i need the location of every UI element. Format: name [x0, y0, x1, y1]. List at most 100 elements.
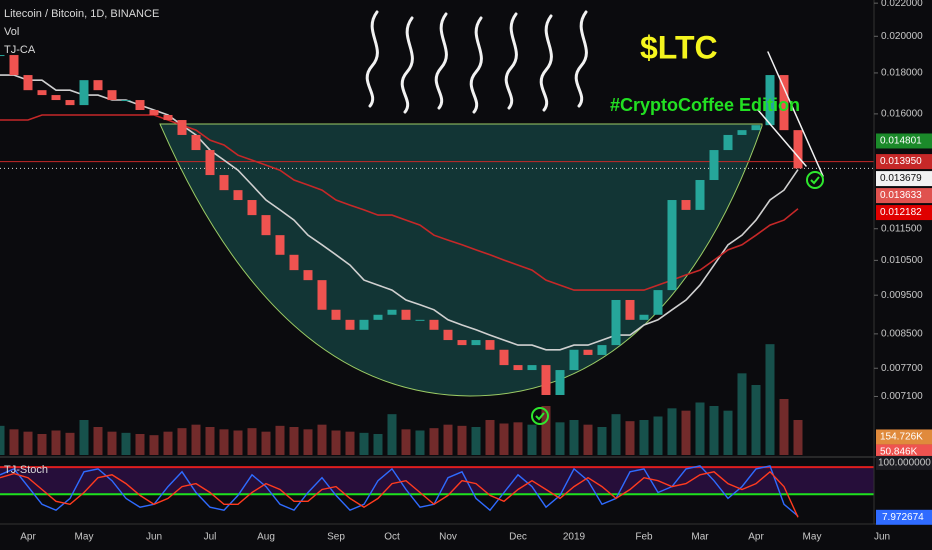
volume-bar	[597, 427, 607, 455]
candle	[471, 340, 481, 346]
annotation-ticker: $LTC	[640, 29, 718, 65]
volume-bar	[793, 420, 803, 455]
x-tick-label: Feb	[635, 532, 653, 543]
chart-title: Litecoin / Bitcoin, 1D, BINANCE	[4, 8, 159, 20]
volume-bar	[667, 408, 677, 455]
drawings	[365, 10, 824, 177]
volume-bar	[541, 406, 551, 455]
indicator-label: Vol	[4, 26, 19, 38]
price-tag	[876, 171, 932, 187]
volume-bar	[37, 434, 47, 455]
x-tick-label: Sep	[327, 532, 345, 543]
steam-squiggle	[400, 16, 414, 114]
candle	[219, 175, 229, 191]
candle	[415, 319, 425, 321]
x-tick-label: Mar	[691, 532, 709, 543]
candle	[611, 299, 621, 346]
volume-bar	[429, 428, 439, 455]
candle	[737, 130, 747, 135]
y-tick-label: 0.022000	[881, 0, 923, 9]
candle	[583, 349, 593, 355]
volume-bar	[345, 431, 355, 455]
volume-bar	[289, 427, 299, 455]
x-tick-label: Jul	[204, 532, 217, 543]
volume-bar	[709, 406, 719, 455]
steam-squiggle	[539, 14, 553, 112]
candle	[695, 180, 705, 210]
candle	[9, 55, 19, 76]
candle	[765, 75, 775, 126]
volume-bar	[275, 425, 285, 455]
candle	[331, 309, 341, 320]
volume-bar	[387, 414, 397, 455]
candle	[513, 365, 523, 371]
candle	[625, 299, 635, 320]
volume-bar	[233, 430, 243, 455]
volume-bar	[611, 414, 621, 455]
volume-bar	[751, 385, 761, 455]
candle	[0, 55, 5, 57]
volume-bar	[457, 425, 467, 455]
volume-bar	[247, 428, 257, 455]
volume-bar	[261, 431, 271, 455]
volume-bar	[23, 431, 33, 455]
volume-bar	[653, 416, 663, 455]
stoch-band	[0, 467, 874, 495]
volume-bar	[373, 434, 383, 455]
candle	[723, 134, 733, 151]
candle	[555, 370, 565, 395]
candle	[51, 95, 61, 101]
volume-bar	[485, 420, 495, 455]
indicator-label: TJ-CA	[4, 44, 36, 56]
x-tick-label: Dec	[509, 532, 527, 543]
volume-bar	[303, 429, 313, 455]
candle	[93, 80, 103, 91]
check-circle	[531, 407, 549, 425]
annotation-edition: #CryptoCoffee Edition	[610, 95, 800, 115]
candle	[667, 200, 677, 291]
candle	[709, 150, 719, 181]
volume-bar	[219, 429, 229, 455]
candle	[681, 200, 691, 210]
x-tick-label: Jun	[146, 532, 162, 543]
candle	[261, 215, 271, 236]
x-tick-label: Oct	[384, 532, 400, 543]
candle	[499, 349, 509, 366]
candle	[233, 190, 243, 201]
volume-bar	[555, 422, 565, 455]
steam-squiggle	[434, 12, 448, 110]
volume-bar	[9, 429, 19, 455]
volume-bar	[331, 430, 341, 455]
candle	[345, 319, 355, 330]
price-tag-label: 154.726K	[880, 432, 923, 443]
check-circle	[806, 171, 824, 189]
volume-bar	[51, 430, 61, 455]
volume-bar	[723, 410, 733, 455]
volume-bar	[93, 427, 103, 455]
volume-bar	[737, 373, 747, 455]
volume-bar	[695, 402, 705, 455]
stoch-tag-label: 7.972674	[882, 512, 924, 523]
candle	[177, 120, 187, 135]
volume-bar	[317, 424, 327, 455]
candle	[79, 80, 89, 106]
x-tick-label: Jun	[874, 532, 890, 543]
candle	[429, 319, 439, 330]
candle	[793, 130, 803, 169]
volume-bar	[569, 420, 579, 455]
price-tag	[876, 429, 932, 445]
candle	[401, 309, 411, 320]
volume-bar	[359, 432, 369, 455]
candle	[135, 100, 145, 111]
y-tick-label: 0.016000	[881, 109, 923, 120]
stoch-tick-box	[876, 455, 932, 470]
candle	[275, 235, 285, 255]
volume-bar	[583, 424, 593, 455]
candle	[443, 329, 453, 341]
candle	[121, 100, 131, 102]
wedge-line	[757, 109, 807, 167]
candle	[37, 90, 47, 96]
price-tag	[876, 133, 932, 149]
price-tag	[876, 188, 932, 204]
volume-bar	[415, 430, 425, 455]
